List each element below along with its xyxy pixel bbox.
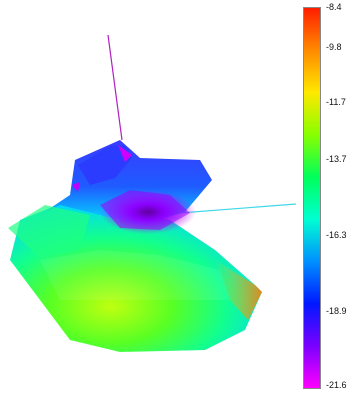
colorbar-tick-label: -8.4: [326, 2, 342, 12]
horizontal-axis-line: [179, 203, 297, 214]
colorbar-tick-label: -16.3: [326, 230, 347, 240]
surface-lobe-highlight-2: [72, 182, 80, 192]
colorbar-tick-label: -11.7: [326, 97, 346, 107]
colorbar-tick-label: -13.7: [326, 154, 347, 164]
vertical-axis-line: [107, 34, 123, 141]
surface-top-lobe: [78, 145, 132, 185]
colorbar: [303, 7, 321, 389]
surface-left-flap: [8, 205, 90, 258]
surface-shading: [40, 250, 230, 300]
3d-surface-viewport[interactable]: [0, 0, 300, 394]
surface-tip-highlight: [215, 260, 262, 320]
surface-lobe-highlight: [118, 145, 132, 162]
surface-basin-ridge: [100, 190, 190, 230]
colorbar-tick-label: -18.9: [326, 306, 347, 316]
colorbar-tick-label: -9.8: [326, 42, 342, 52]
colorbar-tick-label: -21.6: [326, 380, 347, 390]
